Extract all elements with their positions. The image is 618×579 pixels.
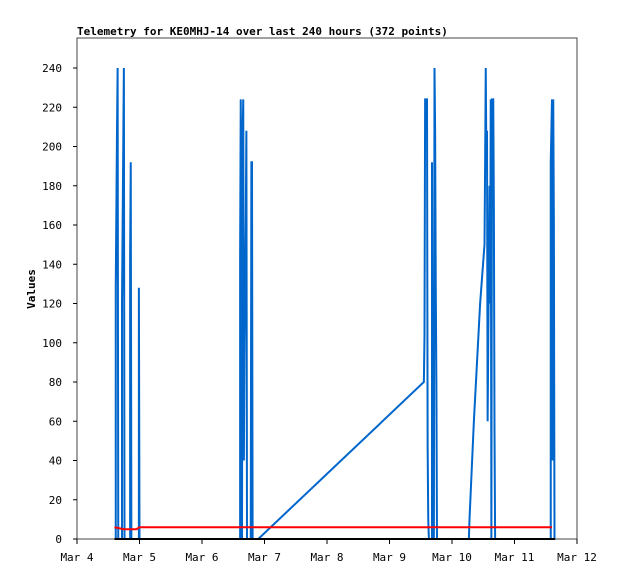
x-tick-label: Mar 5	[123, 551, 156, 564]
y-tick-label: 220	[42, 101, 62, 114]
y-tick-label: 20	[49, 494, 62, 507]
x-tick-label: Mar 8	[310, 551, 343, 564]
y-tick-label: 80	[49, 376, 62, 389]
x-tick-label: Mar 10	[432, 551, 472, 564]
y-tick-label: 40	[49, 455, 62, 468]
y-tick-label: 200	[42, 141, 62, 154]
series-red-line	[114, 526, 552, 531]
plot-frame	[76, 37, 578, 540]
y-tick-label: 180	[42, 180, 62, 193]
x-tick-label: Mar 7	[248, 551, 281, 564]
x-tick-label: Mar 11	[495, 551, 535, 564]
x-tick-label: Mar 9	[373, 551, 406, 564]
y-tick-label: 120	[42, 298, 62, 311]
x-tick-label: Mar 4	[60, 551, 93, 564]
series-blue-line	[114, 67, 556, 540]
y-tick-label: 160	[42, 219, 62, 232]
y-tick-label: 140	[42, 258, 62, 271]
y-axis-label: Values	[25, 269, 38, 309]
x-tick-label: Mar 12	[557, 551, 597, 564]
y-tick-label: 100	[42, 337, 62, 350]
y-tick-label: 0	[55, 533, 62, 546]
y-tick-label: 60	[49, 415, 62, 428]
chart-title: Telemetry for KE0MHJ-14 over last 240 ho…	[77, 25, 448, 38]
y-tick-label: 240	[42, 62, 62, 75]
x-tick-label: Mar 6	[185, 551, 218, 564]
